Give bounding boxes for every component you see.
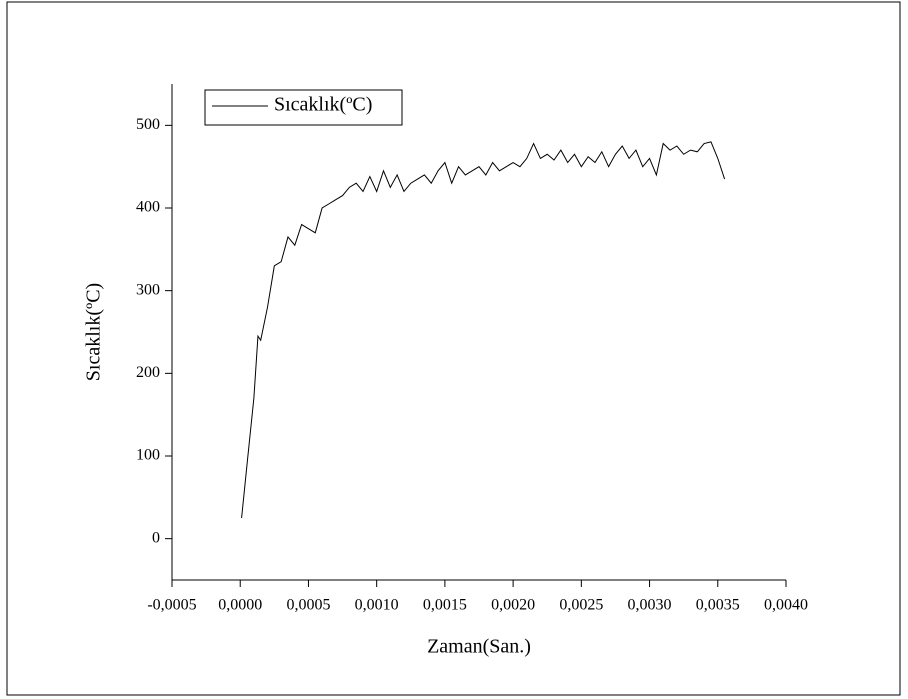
y-tick-label: 400 bbox=[136, 199, 160, 216]
x-axis-label: Zaman(San.) bbox=[427, 636, 531, 658]
y-tick-label: 200 bbox=[136, 364, 160, 381]
y-tick-label: 500 bbox=[136, 116, 160, 133]
x-tick-label: 0,0015 bbox=[423, 597, 467, 614]
data-line bbox=[241, 141, 726, 519]
y-tick-label: 300 bbox=[136, 281, 160, 298]
x-tick-label: 0,0000 bbox=[218, 597, 262, 614]
x-tick-label: 0,0005 bbox=[286, 597, 330, 614]
legend-box bbox=[204, 89, 403, 126]
x-tick-label: -0,0005 bbox=[147, 597, 196, 614]
y-axis-label: Sıcaklık(ºC) bbox=[83, 283, 105, 381]
y-tick-label: 0 bbox=[152, 529, 160, 546]
frame bbox=[6, 1, 901, 696]
legend-label: Sıcaklık(ºC) bbox=[274, 94, 372, 116]
x-tick-label: 0,0030 bbox=[628, 597, 672, 614]
x-tick-label: 0,0035 bbox=[696, 597, 740, 614]
x-tick-label: 0,0020 bbox=[491, 597, 535, 614]
x-tick-label: 0,0025 bbox=[559, 597, 603, 614]
x-tick-label: 0,0010 bbox=[355, 597, 399, 614]
y-tick-label: 100 bbox=[136, 447, 160, 464]
x-tick-label: 0,0040 bbox=[764, 597, 808, 614]
